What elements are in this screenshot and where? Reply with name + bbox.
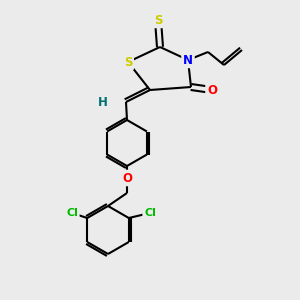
Text: S: S: [154, 14, 162, 26]
Text: Cl: Cl: [144, 208, 156, 218]
Text: H: H: [98, 95, 108, 109]
Text: S: S: [124, 56, 132, 68]
Text: O: O: [207, 83, 217, 97]
Text: N: N: [183, 53, 193, 67]
Text: O: O: [122, 172, 132, 184]
Text: Cl: Cl: [66, 208, 78, 218]
